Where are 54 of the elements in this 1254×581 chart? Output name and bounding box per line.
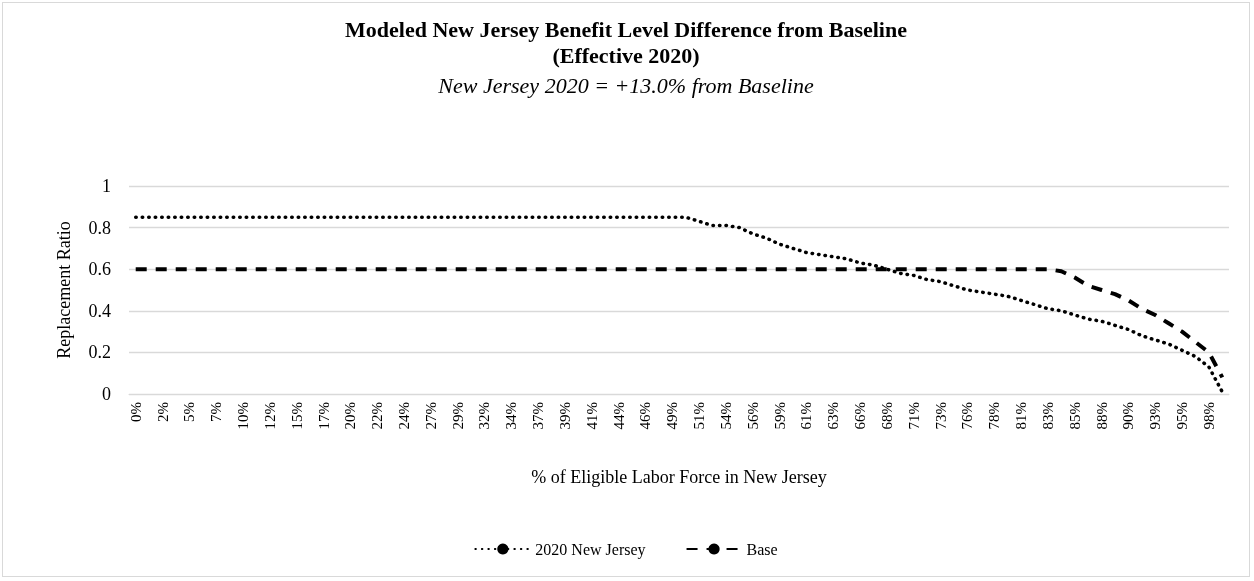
y-tick-label: 0 xyxy=(102,384,111,404)
y-tick-label: 0.8 xyxy=(88,217,111,238)
x-tick-label: 54% xyxy=(717,402,734,430)
x-tick-label: 85% xyxy=(1066,402,1083,430)
x-tick-label: 5% xyxy=(181,402,198,422)
x-tick-label: 44% xyxy=(610,402,627,430)
x-tick-label: 68% xyxy=(878,402,895,430)
x-tick-label: 90% xyxy=(1120,402,1137,430)
x-tick-label: 56% xyxy=(744,402,761,430)
x-tick-label: 61% xyxy=(798,402,815,430)
x-tick-label: 24% xyxy=(396,402,412,430)
x-tick-label: 7% xyxy=(208,402,225,422)
x-tick-label: 49% xyxy=(664,402,681,430)
x-tick-label: 46% xyxy=(637,402,654,430)
x-tick-label: 34% xyxy=(503,402,520,430)
x-tick-label: 22% xyxy=(369,402,386,430)
x-axis-title: % of Eligible Labor Force in New Jersey xyxy=(531,467,827,487)
x-tick-label: 2% xyxy=(154,402,171,422)
x-tick-label: 0% xyxy=(127,402,144,422)
x-tick-label: 63% xyxy=(825,402,842,430)
x-tick-label: 93% xyxy=(1147,402,1164,430)
x-tick-label: 37% xyxy=(530,402,547,430)
x-tick-label: 29% xyxy=(449,402,466,430)
x-tick-label: 73% xyxy=(932,402,949,430)
x-tick-label: 10% xyxy=(235,402,252,430)
y-tick-label: 0.6 xyxy=(88,259,111,280)
x-tick-label: 39% xyxy=(556,402,573,430)
x-tick-label: 41% xyxy=(583,402,600,430)
x-tick-label: 59% xyxy=(771,402,788,430)
legend-label: 2020 New Jersey xyxy=(535,540,646,559)
x-tick-label: 98% xyxy=(1200,402,1217,430)
y-axis-title: Replacement Ratio xyxy=(54,221,74,359)
x-tick-label: 32% xyxy=(476,402,493,430)
x-tick-label: 27% xyxy=(422,402,439,430)
x-tick-label: 66% xyxy=(852,402,869,430)
line-series xyxy=(133,215,1225,394)
legend-label: Base xyxy=(746,540,778,558)
x-tick-label: 76% xyxy=(959,402,976,430)
x-tick-label: 51% xyxy=(691,402,708,430)
x-tick-label: 81% xyxy=(1013,402,1030,430)
chart-subtitle: New Jersey 2020 = +13.0% from Baseline xyxy=(437,72,814,98)
x-tick-label: 83% xyxy=(1039,402,1056,430)
x-tick-label: 17% xyxy=(315,402,332,430)
y-tick-label: 1 xyxy=(102,176,111,196)
x-tick-label: 95% xyxy=(1174,402,1191,430)
x-tick-label: 88% xyxy=(1093,402,1110,430)
y-tick-label: 0.2 xyxy=(88,342,111,363)
x-tick-label: 71% xyxy=(905,402,922,430)
chart-title: Modeled New Jersey Benefit Level Difference from Baseline (Effective 2020) xyxy=(345,16,908,68)
x-tick-label: 20% xyxy=(342,402,359,430)
x-tick-label: 12% xyxy=(261,402,278,430)
x-tick-label: 78% xyxy=(986,402,1003,430)
y-tick-label: 0.4 xyxy=(88,300,111,321)
x-tick-label: 15% xyxy=(288,402,305,430)
